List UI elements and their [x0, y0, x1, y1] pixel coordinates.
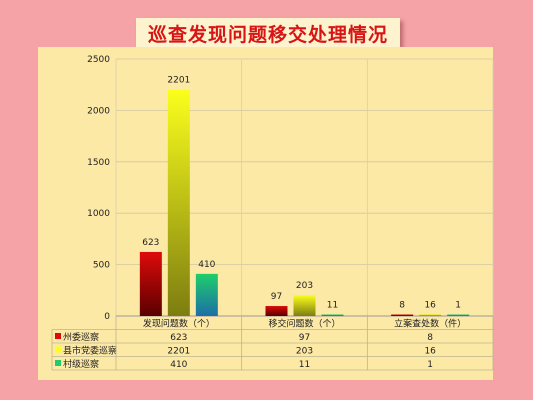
table-cell: 410 — [170, 360, 187, 370]
data-label: 11 — [327, 301, 338, 311]
table-cell: 11 — [299, 360, 310, 370]
legend-label: 县市党委巡察 — [63, 345, 117, 357]
data-label: 203 — [296, 281, 313, 291]
chart-title: 巡查发现问题移交处理情况 — [147, 23, 388, 46]
legend-swatch — [55, 333, 61, 339]
x-tick-label: 立案查处数（件） — [394, 318, 466, 330]
legend-label: 村级巡察 — [63, 358, 99, 370]
data-label: 16 — [424, 300, 436, 310]
y-tick-label: 2500 — [87, 55, 110, 65]
y-tick-label: 1500 — [87, 158, 110, 168]
bar-1 — [391, 314, 414, 316]
y-tick-label: 2000 — [87, 106, 110, 116]
data-label: 410 — [198, 260, 215, 270]
legend-label: 州委巡察 — [63, 331, 99, 343]
table-cell: 203 — [296, 347, 313, 357]
bar-3 — [195, 273, 218, 316]
bar-1 — [265, 306, 288, 316]
bar-1 — [139, 251, 162, 316]
x-tick-label: 发现问题数（个） — [143, 318, 215, 330]
y-tick-label: 1000 — [87, 209, 110, 219]
data-label: 623 — [142, 238, 159, 248]
table-cell: 16 — [424, 347, 436, 357]
data-label: 1 — [455, 301, 461, 311]
bar-2 — [167, 89, 190, 316]
bar-2 — [293, 295, 316, 316]
x-tick-label: 移交问题数（个） — [268, 318, 340, 330]
table-cell: 623 — [170, 333, 187, 343]
y-tick-label: 500 — [93, 261, 110, 271]
table-cell: 8 — [427, 333, 433, 343]
data-label: 2201 — [167, 76, 190, 86]
bar-2 — [419, 314, 442, 316]
data-label: 8 — [399, 301, 405, 311]
chart-title-box: 巡查发现问题移交处理情况 — [136, 18, 400, 48]
y-tick-label: 0 — [104, 312, 110, 322]
bar-3 — [321, 314, 344, 316]
table-cell: 1 — [427, 360, 433, 370]
legend-swatch — [55, 360, 61, 366]
table-cell: 2201 — [167, 347, 190, 357]
data-label: 97 — [271, 292, 282, 302]
bar-3 — [447, 314, 470, 316]
table-cell: 97 — [299, 333, 310, 343]
legend-swatch — [55, 346, 61, 353]
